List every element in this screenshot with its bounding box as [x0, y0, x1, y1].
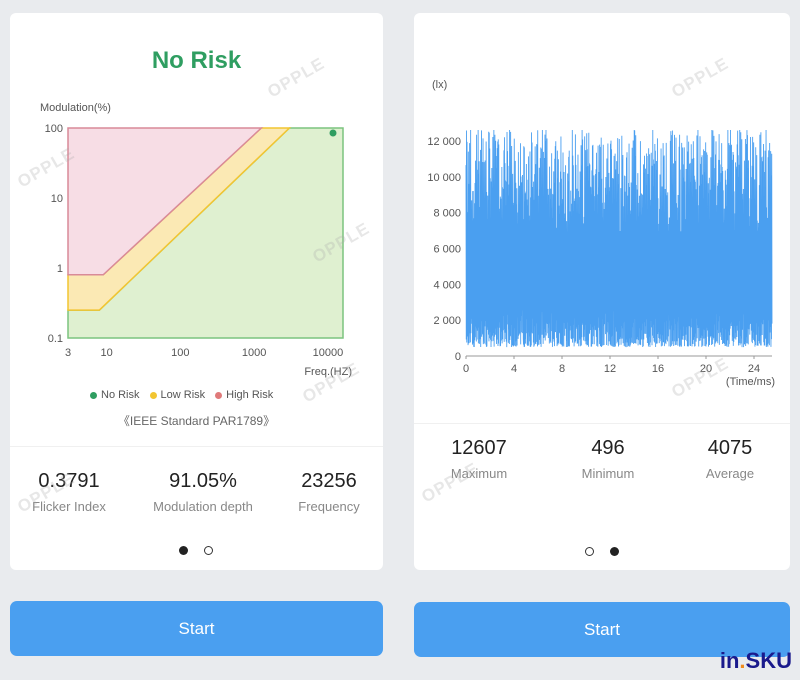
standard-reference: 《IEEE Standard PAR1789》	[117, 414, 276, 428]
x-tick-label: 10	[100, 347, 112, 359]
maximum-value: 12607	[451, 437, 507, 459]
flicker-index-stat: 0.3791 Flicker Index	[9, 470, 129, 514]
waveform-panel: (lx) 12 000 10 000 8 000 6 000 4 000 2 000 0 0 4 8…	[402, 0, 800, 680]
frequency-stat: 23256 Frequency	[269, 470, 389, 514]
y-tick-label: 0	[455, 351, 461, 363]
maximum-stat: 12607 Maximum	[419, 437, 539, 481]
modulation-depth-label: Modulation depth	[153, 499, 253, 514]
x-tick-label: 10000	[313, 347, 344, 359]
modulation-depth-stat: 91.05% Modulation depth	[143, 470, 263, 514]
x-tick-label: 4	[511, 363, 517, 375]
region-high-risk	[67, 127, 264, 276]
x-tick-label: 16	[652, 363, 664, 375]
y-tick-label: 0.1	[48, 333, 63, 345]
legend-low-risk-swatch	[149, 391, 157, 399]
page-indicator	[585, 547, 619, 556]
page-dot-2[interactable]	[204, 546, 213, 555]
legend-high-risk: High Risk	[215, 389, 273, 401]
x-tick-label: 20	[700, 363, 712, 375]
x-tick-label: 100	[171, 347, 189, 359]
frequency-label: Frequency	[298, 499, 360, 514]
frequency-value: 23256	[301, 470, 357, 492]
page-dot-1[interactable]	[585, 547, 594, 556]
flicker-risk-chart: Modulation(%) 100 10 1 0.13 10 100 1000 10000 Fre…	[40, 102, 352, 378]
page-dot-1[interactable]	[179, 546, 188, 555]
illuminance-waveform-chart: (lx) 12 000 10 000 8 000 6 000 4 000 2 000 00 4 8…	[427, 79, 775, 388]
risk-legend: No Risk Low Risk High Risk	[90, 389, 273, 401]
x-tick-label: 8	[559, 363, 565, 375]
start-button[interactable]: Start	[414, 602, 790, 657]
y-axis-label: (lx)	[432, 79, 447, 91]
y-tick-label: 10	[51, 193, 63, 205]
average-stat: 4075 Average	[670, 437, 790, 481]
x-tick-label: 12	[604, 363, 616, 375]
start-button[interactable]: Start	[10, 601, 383, 656]
divider	[414, 423, 790, 424]
y-tick-label: 6 000	[433, 243, 461, 255]
page-dot-2[interactable]	[610, 547, 619, 556]
minimum-value: 496	[591, 437, 625, 459]
average-label: Average	[705, 466, 755, 481]
legend-low-risk: Low Risk	[149, 389, 205, 401]
legend-high-risk-swatch	[215, 391, 223, 399]
brand-logo: in.SKU	[719, 648, 792, 673]
measurement-point	[329, 129, 337, 137]
y-tick-label: 1	[57, 263, 63, 275]
waveform-series	[465, 130, 773, 348]
y-axis-label: Modulation(%)	[40, 102, 111, 114]
page-indicator	[179, 546, 213, 555]
waveform-card: (lx) 12 000 10 000 8 000 6 000 4 000 2 000 0 0 4 8…	[414, 13, 790, 570]
modulation-depth-value: 91.05%	[169, 470, 237, 492]
x-tick-label: 3	[65, 347, 71, 359]
y-tick-label: 10 000	[427, 172, 461, 184]
y-tick-label: 100	[45, 123, 63, 135]
y-tick-label: 2 000	[433, 315, 461, 327]
legend-no-risk: No Risk	[90, 389, 140, 401]
minimum-stat: 496 Minimum	[548, 437, 668, 481]
flicker-index-label: Flicker Index	[32, 499, 106, 514]
divider	[10, 446, 383, 447]
x-tick-label: 1000	[242, 347, 266, 359]
flicker-index-value: 0.3791	[38, 470, 100, 492]
maximum-label: Maximum	[450, 466, 508, 481]
minimum-label: Minimum	[581, 466, 635, 481]
x-axis-label: (Time/ms)	[726, 376, 775, 388]
flicker-risk-card: No Risk Modulation(%) 100 10 1 0.1 3 10 100 1000…	[10, 13, 383, 570]
risk-level-title: No Risk	[151, 47, 242, 74]
legend-no-risk-swatch	[90, 391, 97, 399]
flicker-risk-panel: No Risk Modulation(%) 100 10 1 0.1 3 10 100 1000…	[0, 0, 398, 680]
average-value: 4075	[707, 437, 753, 459]
x-axis-label: Freq.(HZ)	[304, 366, 352, 378]
y-tick-label: 12 000	[427, 136, 461, 148]
x-tick-label: 0	[463, 363, 469, 375]
y-tick-label: 4 000	[433, 279, 461, 291]
x-tick-label: 24	[748, 363, 760, 375]
y-tick-label: 8 000	[433, 208, 461, 220]
